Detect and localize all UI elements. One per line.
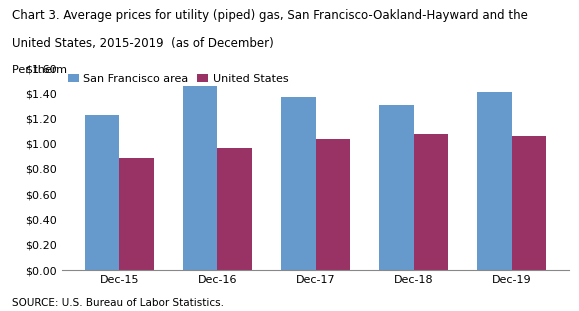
Legend: San Francisco area, United States: San Francisco area, United States [68, 74, 288, 84]
Text: Per therm: Per therm [12, 65, 67, 75]
Bar [413, 134, 448, 270]
Bar [512, 136, 546, 270]
Bar [119, 158, 153, 270]
Bar [183, 86, 218, 270]
Bar [85, 115, 119, 270]
Bar [218, 147, 252, 270]
Text: United States, 2015-2019  (as of December): United States, 2015-2019 (as of December… [12, 37, 273, 50]
Bar [316, 139, 350, 270]
Bar [477, 92, 512, 270]
Bar [379, 104, 413, 270]
Bar [281, 97, 316, 270]
Text: SOURCE: U.S. Bureau of Labor Statistics.: SOURCE: U.S. Bureau of Labor Statistics. [12, 298, 223, 308]
Text: Chart 3. Average prices for utility (piped) gas, San Francisco-Oakland-Hayward a: Chart 3. Average prices for utility (pip… [12, 9, 527, 22]
